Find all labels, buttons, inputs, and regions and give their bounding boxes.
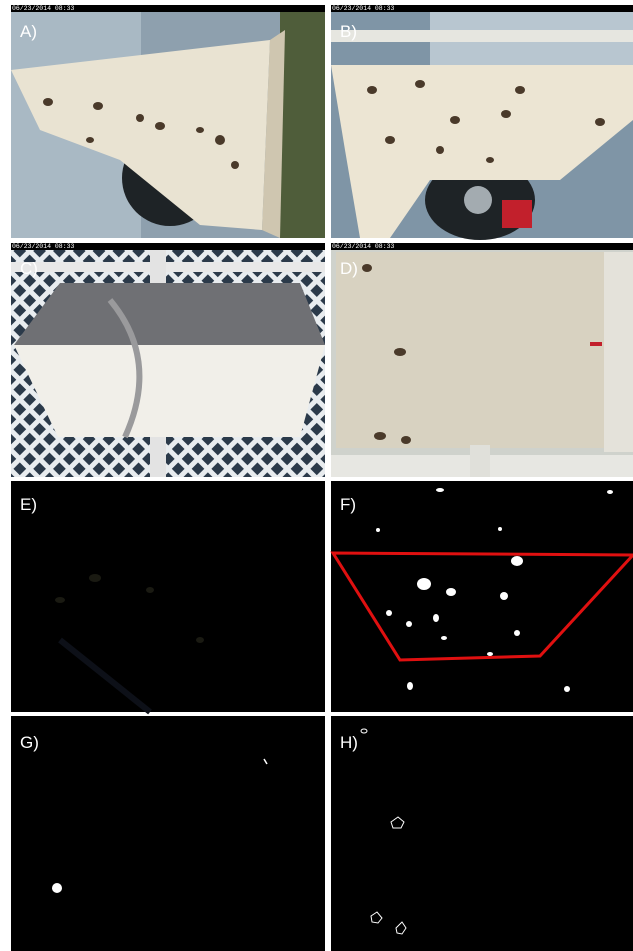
panel-label: D) xyxy=(340,259,358,278)
panel-d: 06/23/2014 08:33 D) xyxy=(331,243,633,477)
panel-label: C) xyxy=(20,259,38,278)
panel-label: G) xyxy=(20,733,39,752)
timestamp: 06/23/2014 08:33 xyxy=(12,243,75,250)
panel-c: 06/23/2014 08:33 C) xyxy=(11,243,325,477)
panel-label: H) xyxy=(340,733,358,752)
panel-label: A) xyxy=(20,22,37,41)
panel-h: H) xyxy=(331,716,633,951)
panel-b: 06/23/2014 08:33 B) xyxy=(331,5,633,240)
panel-g: G) xyxy=(11,716,325,951)
panel-label: B) xyxy=(340,22,357,41)
timestamp: 06/23/2014 08:33 xyxy=(12,5,75,12)
panel-label: E) xyxy=(20,495,37,514)
panel-e: E) xyxy=(11,481,325,712)
figure: 06/23/2014 08:33 A) 06/23/2014 08:33 B) … xyxy=(0,0,633,951)
panel-label: F) xyxy=(340,495,356,514)
timestamp: 06/23/2014 08:33 xyxy=(332,243,395,250)
timestamp: 06/23/2014 08:33 xyxy=(332,5,395,12)
panel-f: F) xyxy=(331,481,633,712)
panel-a: 06/23/2014 08:33 A) xyxy=(11,5,325,238)
